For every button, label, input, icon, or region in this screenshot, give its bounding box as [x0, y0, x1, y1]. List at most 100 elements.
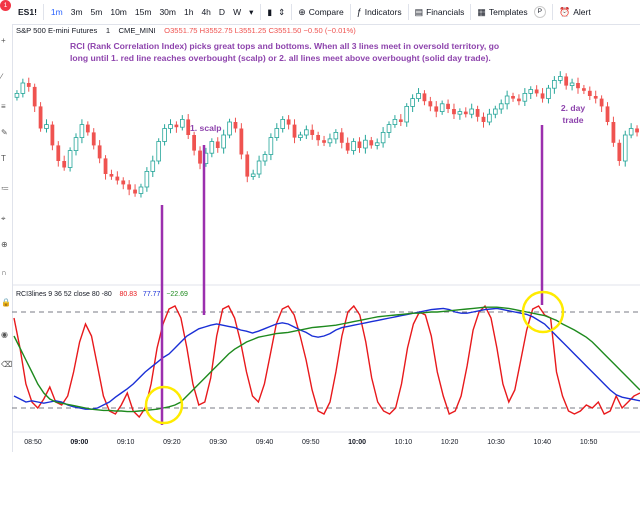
candle-body-bear: [587, 90, 592, 96]
candle-body-bull: [622, 134, 628, 162]
divider: [260, 4, 262, 20]
timeframe-3m[interactable]: 3m: [70, 7, 83, 17]
timeframe-30m[interactable]: 30m: [159, 7, 176, 17]
timeframe-10m[interactable]: 10m: [110, 7, 127, 17]
eye-icon[interactable]: ◉: [1, 330, 8, 339]
candle-body-bull: [504, 95, 510, 105]
candle-body-bear: [428, 101, 433, 107]
candle-body-bull: [221, 134, 226, 149]
candle-body-bear: [481, 116, 486, 122]
candle-body-bull: [44, 124, 49, 129]
timeframe-1m[interactable]: 1m: [50, 7, 63, 17]
candle-body-bear: [398, 119, 403, 122]
timeframe-15m[interactable]: 15m: [134, 7, 152, 17]
candle-body-bear: [97, 145, 102, 159]
zoom-icon[interactable]: ⊕: [1, 240, 8, 249]
candle-body-bull: [67, 150, 73, 168]
timeframe-5m[interactable]: 5m: [90, 7, 103, 17]
time-tick-label: 10:00: [348, 439, 366, 446]
lock-icon[interactable]: 🔒: [1, 298, 11, 307]
rci-series: [13, 304, 640, 419]
time-tick-label: 10:40: [534, 439, 552, 446]
brush-icon[interactable]: ✎: [1, 128, 8, 137]
text-icon[interactable]: T: [1, 154, 6, 163]
templates-button[interactable]: ▦ Templates: [474, 0, 530, 24]
timeframe-d[interactable]: D: [218, 7, 226, 17]
candle-body-bull: [168, 124, 173, 129]
candle-body-bear: [540, 93, 545, 99]
time-tick-label: 09:30: [209, 439, 227, 446]
candle-body-bear: [582, 88, 586, 91]
time-tick-label: 08:50: [24, 439, 42, 446]
time-tick-label: 09:40: [256, 439, 274, 446]
candle-body-bear: [345, 142, 350, 151]
candle-body-bull: [280, 119, 285, 129]
indicators-button[interactable]: ƒ Indicators: [354, 0, 405, 24]
financials-button[interactable]: ▤ Financials: [412, 0, 468, 24]
plus-circle-icon: ⊕: [298, 6, 306, 17]
legend-interval: 1: [105, 26, 111, 35]
candle-body-bear: [475, 109, 480, 117]
candlestick-series: [14, 71, 639, 198]
measure-icon[interactable]: ⌖: [1, 214, 6, 223]
timeframe-1h[interactable]: 1h: [183, 7, 194, 17]
time-tick-label: 10:50: [580, 439, 598, 446]
alarm-clock-icon: ⏰: [558, 6, 571, 17]
candle-body-bull: [404, 106, 410, 123]
candle-body-bull: [374, 142, 380, 146]
timeframe-w[interactable]: W: [233, 7, 242, 17]
chart-legend: S&P 500 E-mini Futures 1 CME_MINI O3551.…: [16, 26, 356, 35]
divider: [407, 4, 409, 20]
candle-body-bear: [286, 119, 291, 125]
candle-body-bull: [298, 134, 303, 138]
candle-body-bull: [487, 113, 492, 123]
divider: [551, 4, 553, 20]
crosshair-icon[interactable]: +: [1, 36, 6, 45]
candle-body-bear: [357, 141, 362, 148]
pattern-icon[interactable]: ≔: [1, 184, 9, 193]
candle-body-bear: [115, 176, 120, 181]
p-button[interactable]: P: [533, 6, 546, 18]
left-drawing-toolbar: + ∕ ≡ ✎ T ≔ ⌖ ⊕ ∩ 🔒 ◉ ⌫: [0, 24, 13, 452]
candle-body-bear: [369, 140, 374, 146]
candle-body-bear: [62, 161, 67, 168]
candle-body-bear: [292, 124, 297, 138]
candle-body-bull: [144, 170, 150, 188]
candle-body-bull: [14, 93, 20, 98]
time-tick-label: 10:20: [441, 439, 459, 446]
rci-line-36: [13, 307, 640, 410]
candle-body-bear: [50, 124, 55, 146]
bar-style-icon[interactable]: ▮: [267, 6, 273, 17]
trendline-icon[interactable]: ∕: [1, 72, 3, 81]
candle-body-bear: [434, 106, 439, 112]
candle-body-bear: [322, 140, 326, 143]
candle-body-bull: [79, 124, 85, 138]
candle-body-bear: [310, 129, 315, 135]
notification-badge[interactable]: 1: [0, 0, 11, 11]
candle-type-icon[interactable]: ⇕: [278, 6, 286, 17]
candle-body-bear: [517, 98, 521, 102]
candle-body-bear: [186, 119, 191, 135]
overbought-highlight-circle: [521, 290, 565, 334]
timeframe-dropdown-icon[interactable]: ▾: [249, 6, 254, 17]
fib-icon[interactable]: ≡: [1, 102, 6, 111]
trash-icon[interactable]: ⌫: [1, 360, 13, 369]
candle-body-bear: [103, 158, 108, 174]
symbol-search[interactable]: ES1!: [18, 7, 37, 17]
candle-body-bear: [192, 135, 197, 151]
compare-button[interactable]: ⊕ Compare: [295, 0, 347, 24]
rci-value-slow: −22.69: [166, 291, 188, 298]
alert-button[interactable]: ⏰ Alert: [556, 0, 594, 24]
candle-body-bear: [85, 124, 90, 133]
candle-body-bear: [239, 128, 244, 155]
chart-area[interactable]: 08:50 09:00 09:10 09:20 09:30 09:40 09:50 10:00…: [0, 0, 640, 452]
magnet-icon[interactable]: ∩: [1, 268, 7, 277]
legend-exchange: CME_MINI: [118, 26, 156, 35]
candle-body-bear: [446, 103, 450, 109]
timeframe-4h[interactable]: 4h: [201, 7, 211, 17]
candle-body-bear: [91, 132, 96, 146]
rci-legend: RCI3lines 9 36 52 close 80 -80 80.83 77.…: [16, 291, 188, 298]
candle-body-bull: [138, 186, 144, 194]
legend-ohlc: O3551.75 H3552.75 L3551.25 C3551.50 −0.5…: [164, 26, 356, 35]
candle-body-bear: [215, 141, 220, 148]
